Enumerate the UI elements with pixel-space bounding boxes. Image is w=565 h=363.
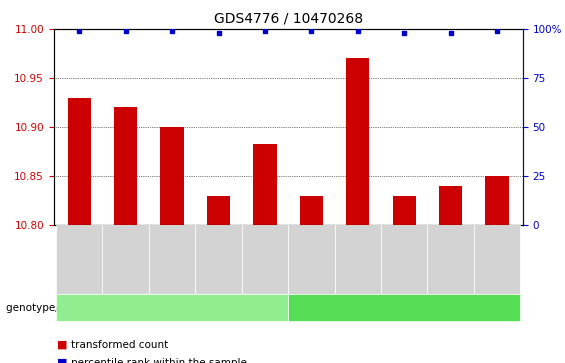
Bar (439, 186, 462, 225)
Text: GSM1071421: GSM1071421 (214, 226, 223, 287)
Bar (68, 98, 91, 225)
Text: GSM1071424: GSM1071424 (353, 226, 362, 286)
Text: PGC-1α knockout: PGC-1α knockout (124, 303, 220, 313)
Text: PGC-1α/β knockout: PGC-1α/β knockout (351, 303, 458, 313)
Bar (114, 107, 137, 225)
Bar (253, 144, 276, 225)
Title: GDS4776 / 10470268: GDS4776 / 10470268 (214, 11, 363, 25)
Bar (393, 196, 416, 225)
Text: ■: ■ (56, 358, 67, 363)
Text: percentile rank within the sample: percentile rank within the sample (71, 358, 246, 363)
Bar (160, 127, 184, 225)
Text: transformed count: transformed count (71, 340, 168, 350)
Text: GSM1071419: GSM1071419 (121, 226, 130, 287)
Bar (485, 176, 508, 225)
Text: GSM1071420: GSM1071420 (168, 226, 177, 287)
Text: ■: ■ (56, 340, 67, 350)
Text: GSM1071423: GSM1071423 (307, 226, 316, 287)
Text: GSM1071418: GSM1071418 (75, 226, 84, 287)
Text: GSM1071427: GSM1071427 (493, 226, 502, 287)
Bar (346, 58, 370, 225)
Bar (300, 196, 323, 225)
Text: GSM1071422: GSM1071422 (260, 226, 270, 286)
Text: GSM1071425: GSM1071425 (399, 226, 408, 287)
Text: GSM1071426: GSM1071426 (446, 226, 455, 287)
Text: genotype/variation ▶: genotype/variation ▶ (6, 303, 116, 313)
Bar (207, 196, 230, 225)
